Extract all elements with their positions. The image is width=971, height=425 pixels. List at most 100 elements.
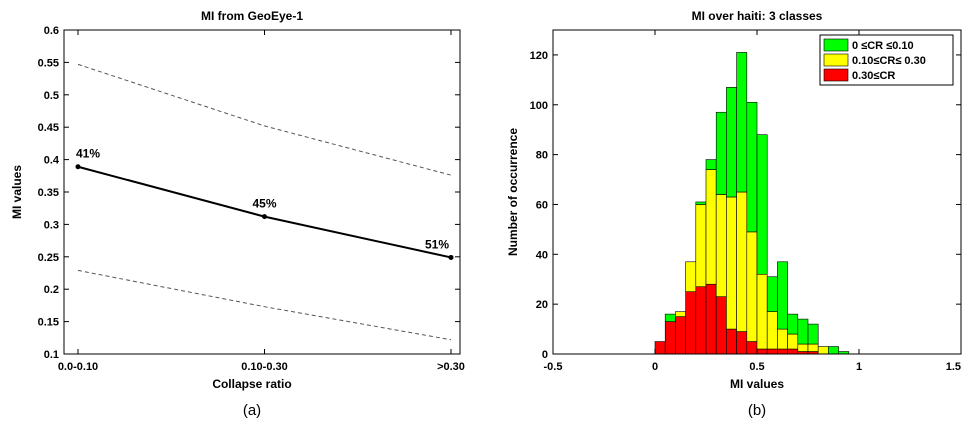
- chart-b-bar: [675, 311, 686, 317]
- chart-b-xtick-label: 1.5: [946, 361, 961, 373]
- chart-b-bar: [756, 134, 768, 275]
- chart-b-ytick-label: 40: [536, 249, 548, 261]
- chart-a-xtick-label: 0.0-0.10: [58, 361, 98, 373]
- chart-a-ytick-label: 0.5: [44, 90, 59, 102]
- chart-a-ytick-label: 0.1: [44, 349, 59, 361]
- chart-b-bar: [715, 111, 727, 195]
- chart-a-ticks: 0.1 0.15 0.2 0.25 0.3 0.35 0.4 0.45 0.5 0.55 0.6 0.…: [38, 25, 465, 373]
- chart-b-bar: [705, 159, 717, 170]
- chart-b-bar: [726, 328, 737, 355]
- chart-b-bar: [766, 311, 778, 350]
- chart-a-bound-line: [77, 63, 452, 176]
- chart-a: MI from GeoEye-1 0.10.150.20.250.30.350.…: [10, 9, 465, 419]
- chart-b-xtick-label: 0.5: [749, 361, 764, 373]
- chart-a-point: [262, 214, 267, 220]
- chart-b-bar: [705, 283, 717, 355]
- chart-a-series: [75, 63, 454, 341]
- chart-b-ytick-label: 60: [536, 199, 548, 211]
- chart-b-legend-swatch: [823, 68, 849, 82]
- chart-b-bar: [797, 318, 809, 345]
- chart-b-bar: [787, 348, 799, 355]
- chart-b-bar: [817, 346, 829, 355]
- chart-b-xlabel: MI values: [730, 377, 784, 391]
- chart-b-bar: [777, 261, 788, 330]
- chart-a-annotation: 45%: [252, 197, 276, 211]
- chart-b-bar: [746, 341, 758, 355]
- chart-b-legend-label: 0 ≤CR ≤0.10: [852, 40, 914, 52]
- chart-a-ytick-label: 0.55: [38, 57, 59, 69]
- chart-a-ytick-label: 0.6: [44, 25, 59, 37]
- chart-b-bar: [777, 328, 788, 350]
- chart-b-bar: [736, 191, 748, 332]
- chart-b-bar: [756, 273, 768, 350]
- chart-b-xtick-label: 0: [652, 361, 658, 373]
- chart-b-bar: [695, 286, 707, 355]
- chart-b-bar: [654, 341, 666, 355]
- chart-b-bar: [675, 316, 686, 355]
- chart-a-annotations: 41% 45% 51%: [76, 147, 449, 252]
- chart-a-plot-area: [63, 29, 461, 355]
- chart-a-ytick-label: 0.3: [44, 219, 59, 231]
- chart-b-bar: [746, 231, 758, 342]
- chart-b-bar: [766, 348, 778, 355]
- chart-a-xlabel: Collapse ratio: [212, 377, 291, 391]
- chart-b-legend-label: 0.30≤CR: [852, 70, 895, 82]
- chart-a-ylabel: MI values: [10, 165, 24, 219]
- chart-b-bar: [736, 52, 748, 193]
- chart-b-ytick-label: 20: [536, 299, 548, 311]
- chart-b-bar: [787, 313, 799, 335]
- chart-b-legend-label: 0.10≤CR≤ 0.30: [852, 55, 926, 67]
- chart-a-caption: (a): [243, 402, 261, 419]
- chart-b-bars: [654, 52, 850, 355]
- chart-a-bound-line: [77, 269, 452, 341]
- chart-a-ytick-label: 0.4: [44, 155, 60, 167]
- chart-a-annotation: 51%: [425, 237, 449, 251]
- chart-b-xtick-label: -0.5: [544, 361, 563, 373]
- chart-b-bar: [695, 201, 707, 205]
- chart-a-point: [448, 254, 454, 260]
- chart-a-ytick-label: 0.35: [38, 187, 59, 199]
- chart-b-legend-swatch: [823, 38, 849, 52]
- chart-b-bar: [705, 169, 717, 285]
- chart-b-ylabel: Number of occurrence: [506, 128, 520, 256]
- chart-b-ytick-label: 0: [542, 349, 548, 361]
- chart-b-legend: 0 ≤CR ≤0.10 0.10≤CR≤ 0.30 0.30≤CR: [819, 34, 954, 86]
- chart-b-bar: [685, 261, 697, 292]
- chart-a-title: MI from GeoEye-1: [201, 9, 303, 23]
- chart-b-bar: [715, 296, 727, 355]
- chart-b: MI over haiti: 3 classes 0 20 40 60 80 100 120…: [506, 9, 962, 419]
- chart-b-ytick-label: 120: [530, 50, 548, 62]
- chart-b-bar: [736, 331, 748, 355]
- chart-b-bar: [726, 87, 737, 198]
- chart-b-title: MI over haiti: 3 classes: [692, 9, 823, 23]
- chart-b-ytick-label: 80: [536, 150, 548, 162]
- chart-b-bar: [787, 333, 799, 350]
- chart-b-legend-swatch: [823, 53, 849, 67]
- chart-a-xtick-label: >0.30: [437, 361, 465, 373]
- chart-b-bar: [664, 321, 676, 355]
- chart-b-bar: [664, 313, 676, 322]
- chart-a-ytick-label: 0.2: [44, 284, 59, 296]
- chart-a-xtick-label: 0.10-0.30: [241, 361, 287, 373]
- chart-a-point: [75, 164, 81, 170]
- chart-b-bar: [828, 346, 839, 355]
- chart-b-bar: [797, 343, 809, 352]
- chart-b-ytick-label: 100: [530, 100, 548, 112]
- chart-b-bar: [746, 101, 758, 233]
- chart-b-caption: (b): [748, 402, 766, 419]
- chart-b-bar: [807, 323, 819, 345]
- chart-b-bar: [807, 343, 819, 352]
- chart-b-bar: [685, 291, 697, 355]
- chart-b-xtick-label: 1: [856, 361, 862, 373]
- chart-a-ytick-label: 0.45: [38, 122, 59, 134]
- chart-b-bar: [715, 194, 727, 297]
- chart-a-ytick-label: 0.15: [38, 317, 59, 329]
- chart-b-bar: [777, 348, 788, 355]
- chart-a-annotation: 41%: [76, 147, 100, 161]
- chart-b-bar: [726, 196, 737, 330]
- chart-b-bar: [756, 348, 768, 355]
- chart-b-bar: [766, 276, 778, 312]
- chart-a-ytick-label: 0.25: [38, 252, 59, 264]
